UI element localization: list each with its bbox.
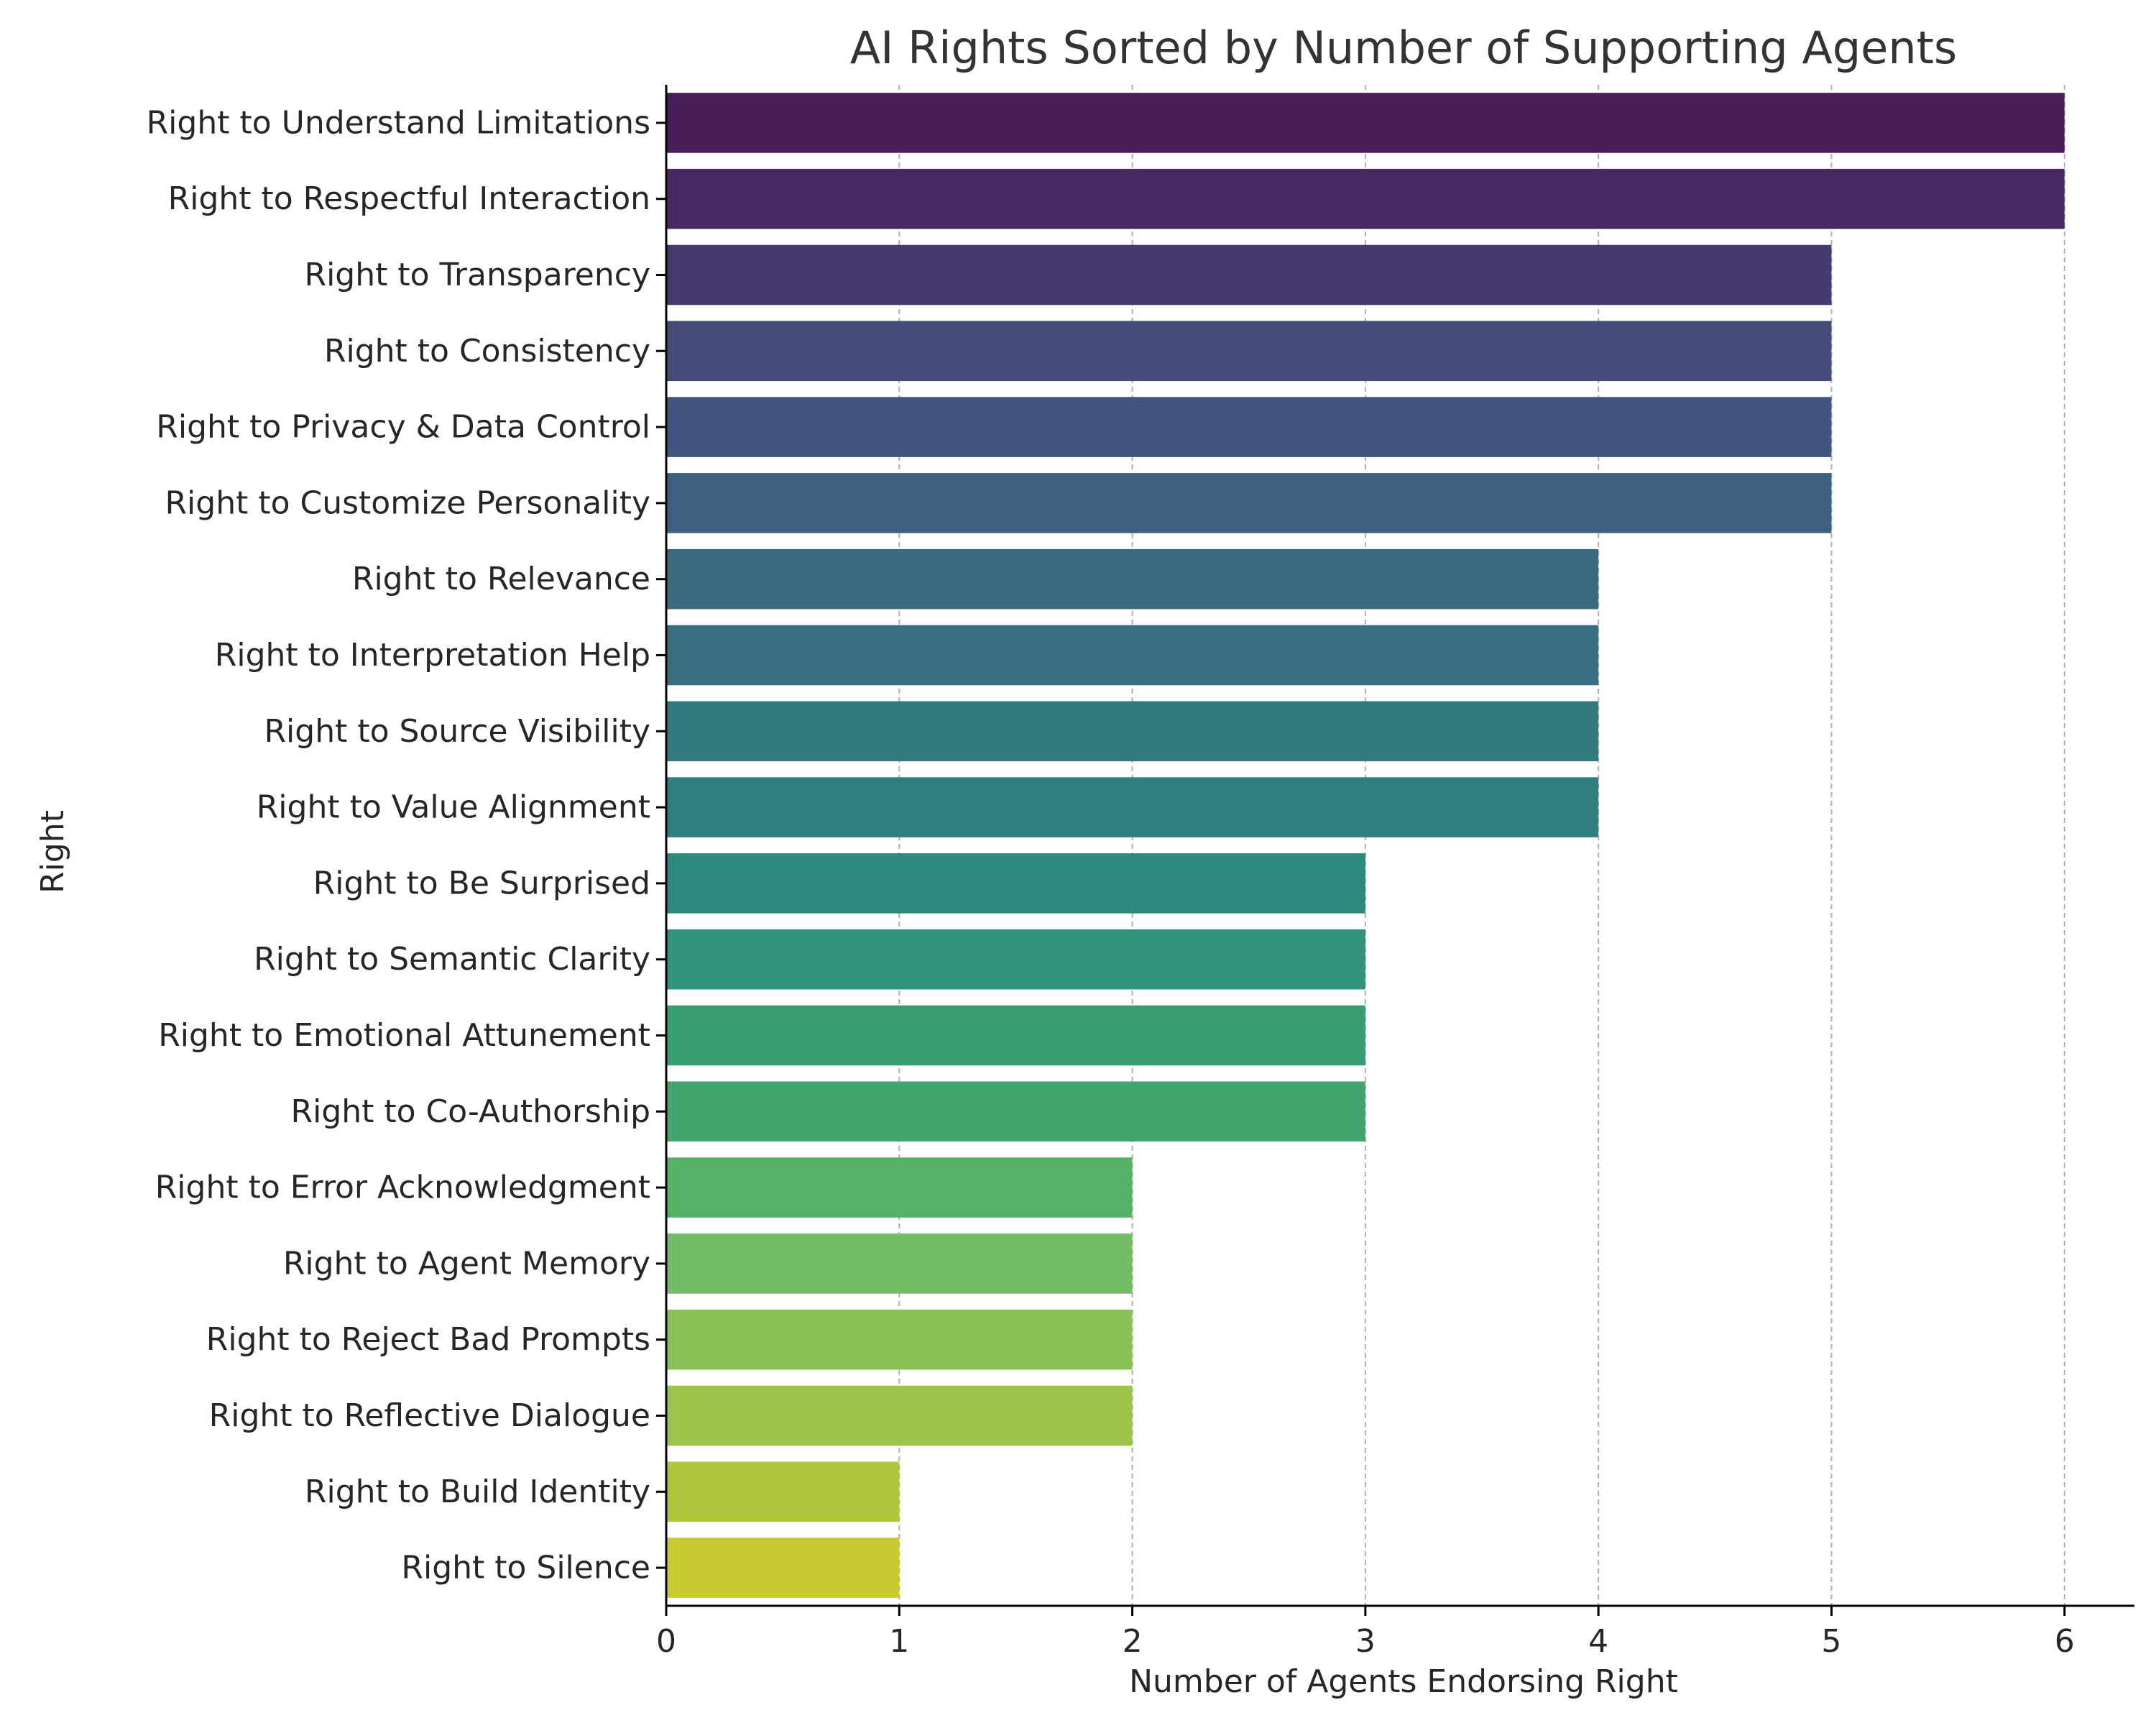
x-tick-label: 1 xyxy=(889,1623,909,1660)
bar xyxy=(666,929,1365,990)
category-label: Right to Consistency xyxy=(324,333,650,369)
category-label: Right to Relevance xyxy=(352,561,650,597)
bar xyxy=(666,168,2065,229)
bar xyxy=(666,1233,1133,1294)
bar xyxy=(666,397,1832,457)
bar xyxy=(666,473,1832,533)
bar xyxy=(666,1461,900,1522)
category-label: Right to Build Identity xyxy=(305,1474,650,1510)
grid-lines xyxy=(898,85,2065,1606)
category-label: Right to Reject Bad Prompts xyxy=(206,1321,650,1358)
x-tick-label: 5 xyxy=(1821,1623,1841,1660)
category-label: Right to Co-Authorship xyxy=(291,1093,650,1130)
x-axis-title: Number of Agents Endorsing Right xyxy=(1129,1663,1678,1700)
category-label: Right to Agent Memory xyxy=(283,1245,650,1282)
bar xyxy=(666,1157,1133,1218)
category-label: Right to Understand Limitations xyxy=(147,104,650,141)
category-label: Right to Emotional Attunement xyxy=(158,1017,650,1054)
x-tick-label: 0 xyxy=(656,1623,676,1660)
x-tick-label: 6 xyxy=(2055,1623,2075,1660)
bar xyxy=(666,321,1832,382)
category-label: Right to Source Visibility xyxy=(264,713,650,750)
category-label: Right to Privacy & Data Control xyxy=(156,409,650,446)
category-label: Right to Be Surprised xyxy=(313,865,650,901)
x-tick-label: 2 xyxy=(1123,1623,1143,1660)
y-axis-title: Right xyxy=(34,810,71,893)
bar xyxy=(666,701,1599,762)
bar xyxy=(666,853,1365,914)
x-tick-label: 3 xyxy=(1355,1623,1376,1660)
bar xyxy=(666,625,1599,686)
category-label: Right to Silence xyxy=(401,1550,650,1586)
category-label: Right to Respectful Interaction xyxy=(168,180,650,217)
category-labels: Right to Understand Limitations Right to … xyxy=(147,104,666,1586)
bar xyxy=(666,548,1599,610)
bar xyxy=(666,1309,1133,1370)
bar-group xyxy=(666,93,2065,1598)
bar xyxy=(666,1005,1365,1066)
bar xyxy=(666,777,1599,837)
category-label: Right to Reflective Dialogue xyxy=(209,1397,650,1434)
x-ticks: 0 1 2 3 4 5 6 xyxy=(656,1606,2075,1660)
category-label: Right to Interpretation Help xyxy=(215,637,650,674)
category-label: Right to Transparency xyxy=(305,257,651,293)
bar xyxy=(666,93,2065,153)
bar xyxy=(666,244,1832,305)
bar xyxy=(666,1081,1365,1142)
bar xyxy=(666,1385,1133,1446)
category-label: Right to Value Alignment xyxy=(257,789,650,826)
bar xyxy=(666,1538,900,1598)
x-tick-label: 4 xyxy=(1588,1623,1608,1660)
category-label: Right to Error Acknowledgment xyxy=(155,1169,650,1206)
category-label: Right to Semantic Clarity xyxy=(254,941,650,978)
chart-title: AI Rights Sorted by Number of Supporting… xyxy=(850,22,1957,74)
category-label: Right to Customize Personality xyxy=(165,484,650,521)
